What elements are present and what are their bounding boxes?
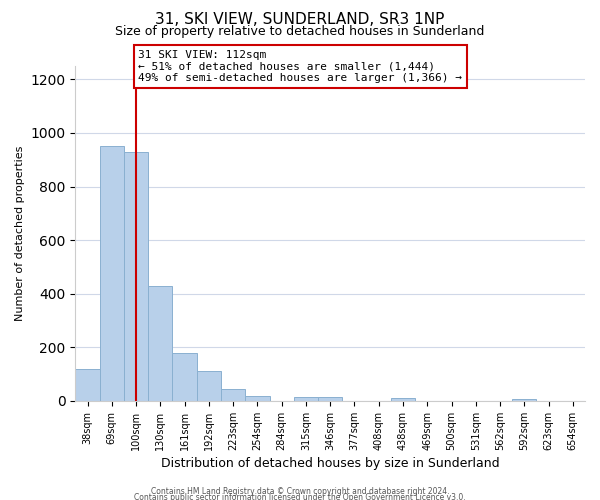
Text: Contains HM Land Registry data © Crown copyright and database right 2024.: Contains HM Land Registry data © Crown c… xyxy=(151,486,449,496)
Bar xyxy=(391,398,415,401)
X-axis label: Distribution of detached houses by size in Sunderland: Distribution of detached houses by size … xyxy=(161,457,500,470)
Bar xyxy=(294,397,318,401)
Text: Contains public sector information licensed under the Open Government Licence v3: Contains public sector information licen… xyxy=(134,492,466,500)
Bar xyxy=(148,286,172,401)
Text: 31, SKI VIEW, SUNDERLAND, SR3 1NP: 31, SKI VIEW, SUNDERLAND, SR3 1NP xyxy=(155,12,445,28)
Y-axis label: Number of detached properties: Number of detached properties xyxy=(15,146,25,321)
Bar xyxy=(197,372,221,401)
Bar xyxy=(100,146,124,401)
Bar xyxy=(221,389,245,401)
Bar xyxy=(318,397,343,401)
Bar xyxy=(172,352,197,401)
Text: Size of property relative to detached houses in Sunderland: Size of property relative to detached ho… xyxy=(115,25,485,38)
Bar xyxy=(512,399,536,401)
Bar xyxy=(245,396,269,401)
Bar xyxy=(76,369,100,401)
Text: 31 SKI VIEW: 112sqm
← 51% of detached houses are smaller (1,444)
49% of semi-det: 31 SKI VIEW: 112sqm ← 51% of detached ho… xyxy=(139,50,463,83)
Bar xyxy=(124,152,148,401)
